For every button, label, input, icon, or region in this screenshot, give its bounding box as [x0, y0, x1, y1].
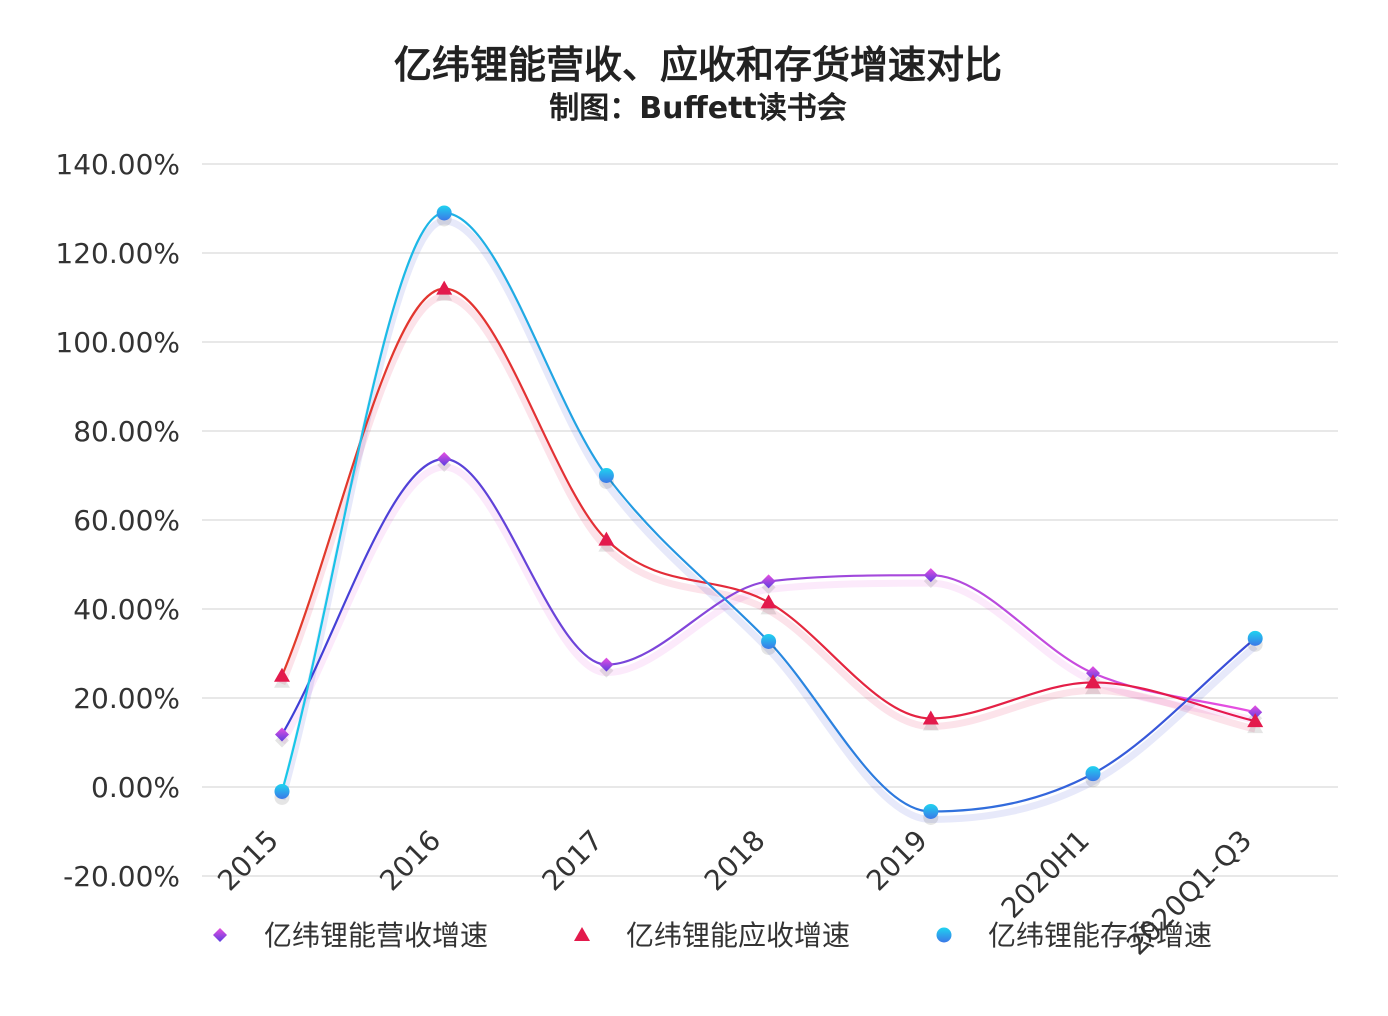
data-point	[598, 531, 615, 546]
y-axis-ticks: -20.00% 0.00% 20.00% 40.00% 60.00% 80.00% 100.…	[55, 148, 180, 893]
data-point	[436, 205, 452, 221]
x-tick-label: 2018	[698, 824, 772, 898]
data-point	[1086, 666, 1100, 681]
data-point	[760, 594, 777, 609]
data-point	[275, 727, 289, 742]
y-tick-label: 140.00%	[55, 148, 180, 181]
y-tick-label: -20.00%	[63, 860, 180, 893]
x-tick-label: 2017	[536, 824, 610, 898]
data-point	[1247, 713, 1264, 728]
legend-marker	[213, 928, 227, 942]
data-point	[1247, 630, 1263, 646]
data-point	[922, 710, 939, 725]
data-point	[923, 803, 939, 819]
data-point	[923, 568, 938, 583]
chart-subtitle: 制图：Buffett读书会	[549, 91, 847, 126]
line-shadows	[278, 217, 1258, 823]
data-point	[598, 468, 614, 483]
y-tick-label: 80.00%	[73, 415, 180, 448]
gridlines	[202, 163, 1338, 877]
x-tick-label: 2020H1	[995, 824, 1096, 925]
series-markers	[274, 205, 1264, 825]
data-point	[761, 633, 777, 649]
series-line-shadow	[278, 293, 1257, 733]
x-tick-label: 2015	[211, 824, 285, 898]
x-tick-label: 2016	[373, 824, 447, 898]
data-point	[437, 452, 452, 467]
data-point	[436, 280, 453, 295]
x-tick-label: 2019	[860, 824, 934, 898]
y-tick-label: 0.00%	[91, 771, 180, 804]
y-tick-label: 40.00%	[73, 593, 180, 626]
legend-label: 亿纬锂能应收增速	[626, 919, 850, 952]
series-line-shadow	[278, 463, 1257, 745]
legend-label: 亿纬锂能存货增速	[988, 919, 1212, 952]
data-point	[761, 574, 776, 589]
y-tick-label: 100.00%	[55, 326, 180, 359]
legend: 亿纬锂能营收增速 亿纬锂能应收增速 亿纬锂能存货增速	[186, 919, 1212, 952]
series-lines	[280, 211, 1257, 813]
y-tick-label: 120.00%	[55, 237, 180, 270]
series-line	[280, 287, 1257, 723]
data-point	[1085, 674, 1101, 689]
chart-title: 亿纬锂能营收、应收和存货增速对比	[394, 43, 1002, 87]
data-point	[274, 783, 290, 799]
series-line	[280, 211, 1257, 813]
y-tick-label: 60.00%	[73, 504, 180, 537]
series-line-shadow	[278, 217, 1258, 823]
data-point	[1248, 705, 1263, 720]
legend-marker	[574, 927, 590, 941]
series-line	[280, 457, 1257, 736]
data-point	[599, 657, 614, 672]
y-tick-label: 20.00%	[73, 682, 180, 715]
legend-label: 亿纬锂能营收增速	[264, 919, 488, 952]
legend-marker	[936, 927, 952, 943]
data-point	[1085, 766, 1101, 782]
data-point	[274, 667, 290, 682]
